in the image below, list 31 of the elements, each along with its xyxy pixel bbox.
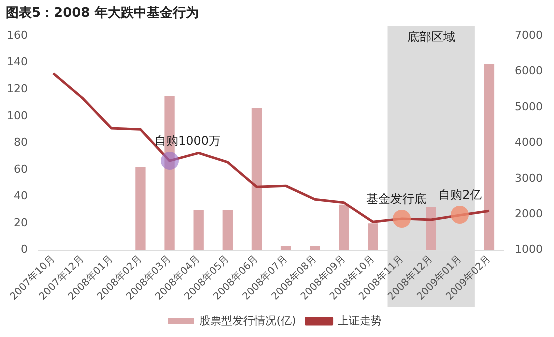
annotation: 自购2亿: [438, 187, 482, 204]
bar: [426, 208, 436, 250]
y2-tick-label: 7000: [515, 28, 544, 42]
y-tick-label: 40: [14, 190, 28, 203]
y-tick-label: 0: [20, 243, 28, 256]
y-tick-label: 20: [14, 216, 28, 230]
y2-tick-label: 3000: [515, 172, 544, 185]
y-tick-label: 140: [6, 56, 28, 69]
bar: [222, 210, 233, 250]
y-tick-label: 80: [14, 136, 28, 150]
legend-label: 股票型发行情况(亿): [200, 314, 296, 328]
annotation: 基金发行底: [366, 190, 426, 208]
y2-tick-label: 4000: [515, 136, 544, 150]
y2-tick-label: 2000: [515, 208, 544, 221]
bar: [339, 204, 350, 250]
bar: [252, 108, 262, 250]
y-tick-label: 60: [14, 162, 28, 176]
chart-title: 图表5：2008 年大跌中基金行为: [6, 5, 199, 22]
y2-tick-label: 6000: [515, 64, 544, 78]
bar: [194, 210, 204, 250]
annotation: 自购1000万: [154, 133, 222, 150]
y2-tick-label: 5000: [515, 100, 544, 114]
legend-label: 上证走势: [338, 314, 382, 328]
y-tick-label: 120: [6, 82, 28, 96]
y2-tick-label: 1000: [515, 243, 544, 256]
y-tick-label: 160: [6, 28, 28, 42]
bar: [368, 224, 378, 250]
y-tick-label: 100: [6, 109, 28, 122]
bar: [136, 167, 146, 250]
bar: [484, 64, 495, 250]
band-label: 底部区域: [407, 30, 456, 44]
